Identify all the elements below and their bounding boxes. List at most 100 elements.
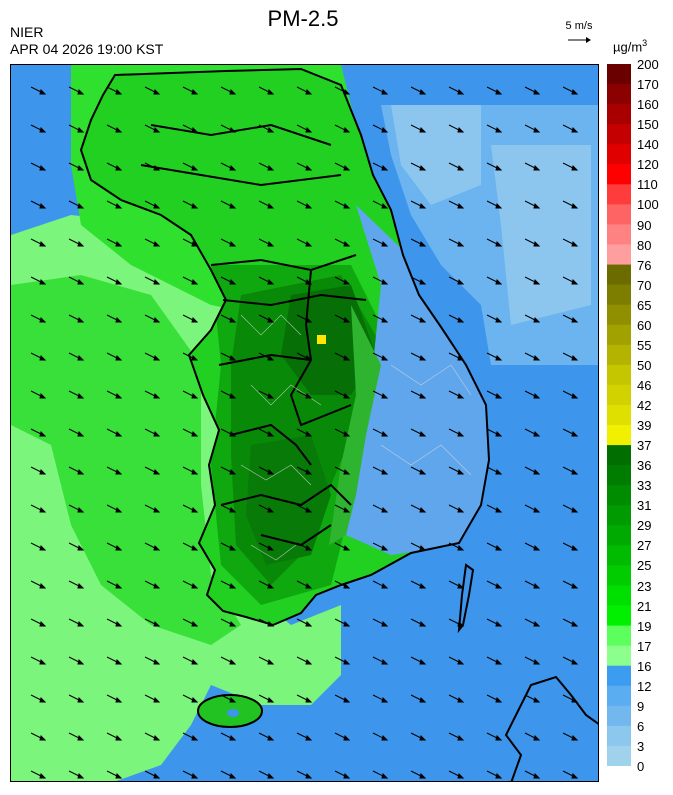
wind-vector-head: [495, 469, 503, 475]
wind-vector-head: [39, 203, 47, 209]
wind-vector-head: [267, 621, 275, 627]
color-scale-swatch: [607, 244, 631, 266]
color-scale-tick-label: 110: [637, 177, 658, 193]
wind-vector-head: [153, 621, 161, 627]
color-scale-tick-label: 39: [637, 418, 652, 433]
wind-vector-head: [39, 697, 47, 703]
color-scale-tick-label: 29: [637, 518, 652, 534]
wind-vector-head: [305, 469, 313, 475]
wind-vector-head: [115, 583, 123, 589]
wind-vector-head: [571, 165, 579, 171]
wind-vector-head: [457, 165, 465, 171]
wind-vector-head: [153, 241, 161, 247]
wind-vector-head: [533, 545, 541, 551]
wind-vector-head: [381, 507, 389, 513]
color-scale-swatch: [607, 705, 631, 727]
color-scale-tick-label: 120: [637, 157, 659, 173]
wind-vector-head: [153, 659, 161, 665]
wind-vector-head: [77, 773, 85, 779]
wind-vector-head: [571, 659, 579, 665]
wind-vector-head: [457, 393, 465, 399]
wind-vector-head: [305, 165, 313, 171]
wind-vector-head: [191, 127, 199, 133]
wind-vector-head: [343, 469, 351, 475]
wind-vector-head: [229, 659, 237, 665]
wind-vector-head: [191, 431, 199, 437]
wind-vector-head: [153, 431, 161, 437]
wind-vector-head: [39, 545, 47, 551]
wind-vector-head: [305, 203, 313, 209]
wind-vector-head: [191, 317, 199, 323]
wind-vector-head: [495, 431, 503, 437]
wind-vector-head: [305, 697, 313, 703]
wind-vector-head: [229, 279, 237, 285]
wind-vector-head: [533, 735, 541, 741]
wind-vector-head: [229, 735, 237, 741]
wind-vector-head: [229, 583, 237, 589]
wind-vector-head: [39, 279, 47, 285]
wind-vector-head: [419, 317, 427, 323]
color-scale-swatch: [607, 184, 631, 205]
wind-vector-head: [571, 127, 579, 133]
wind-vector-head: [77, 697, 85, 703]
wind-vector-head: [381, 165, 389, 171]
wind-vector-head: [267, 203, 275, 209]
wind-vector-head: [115, 773, 123, 779]
wind-vector-head: [457, 317, 465, 323]
wind-vector-head: [39, 431, 47, 437]
wind-vector-head: [495, 659, 503, 665]
wind-vector-head: [419, 241, 427, 247]
color-scale-tick-label: 3: [637, 738, 645, 754]
wind-vector-head: [115, 659, 123, 665]
wind-vector-head: [267, 393, 275, 399]
wind-vector-head: [533, 659, 541, 665]
wind-vector-head: [229, 241, 237, 247]
wind-vector-head: [571, 279, 579, 285]
forecast-datetime: APR 04 2026 19:00 KST: [10, 41, 164, 57]
wind-vector-head: [77, 735, 85, 741]
wind-vector-head: [457, 583, 465, 589]
wind-vector-head: [191, 279, 199, 285]
wind-vector-head: [115, 697, 123, 703]
wind-vector-head: [419, 355, 427, 361]
color-scale-swatch: [607, 324, 631, 346]
wind-vector-head: [419, 127, 427, 133]
color-scale-tick-label: 17: [637, 638, 652, 654]
wind-vector-head: [77, 507, 85, 513]
wind-reference-label: 5 m/s: [565, 20, 593, 32]
wind-vector-head: [153, 279, 161, 285]
wind-vector-head: [381, 431, 389, 437]
color-scale-swatch: [607, 745, 631, 767]
wind-vector-head: [305, 773, 313, 779]
wind-vector-head: [571, 545, 579, 551]
wind-vector-head: [39, 621, 47, 627]
wind-vector-head: [305, 583, 313, 589]
color-scale-tick-label: 60: [637, 317, 652, 333]
color-scale-swatch: [607, 304, 631, 326]
wind-vector-head: [115, 431, 123, 437]
wind-vector-head: [571, 735, 579, 741]
wind-vector-head: [381, 773, 389, 779]
wind-vector-head: [267, 659, 275, 665]
west-sea-pm-band-inner: [11, 275, 241, 645]
wind-vector-head: [457, 735, 465, 741]
wind-vector-head: [229, 469, 237, 475]
wind-vector-head: [305, 735, 313, 741]
wind-vector-head: [571, 621, 579, 627]
wind-vector-head: [381, 279, 389, 285]
color-scale-tick-label: 6: [637, 718, 645, 734]
wind-vector-head: [115, 545, 123, 551]
wind-vector-head: [457, 127, 465, 133]
wind-vector-head: [343, 355, 351, 361]
wind-vector-head: [419, 507, 427, 513]
wind-vector-head: [267, 127, 275, 133]
wind-vector-head: [191, 203, 199, 209]
wind-vector-head: [39, 735, 47, 741]
wind-vector-head: [419, 697, 427, 703]
wind-vector-head: [191, 697, 199, 703]
wind-vector-head: [267, 241, 275, 247]
wind-vector-head: [381, 393, 389, 399]
wind-vector-head: [153, 317, 161, 323]
wind-vector-head: [571, 697, 579, 703]
wind-vector-head: [533, 317, 541, 323]
